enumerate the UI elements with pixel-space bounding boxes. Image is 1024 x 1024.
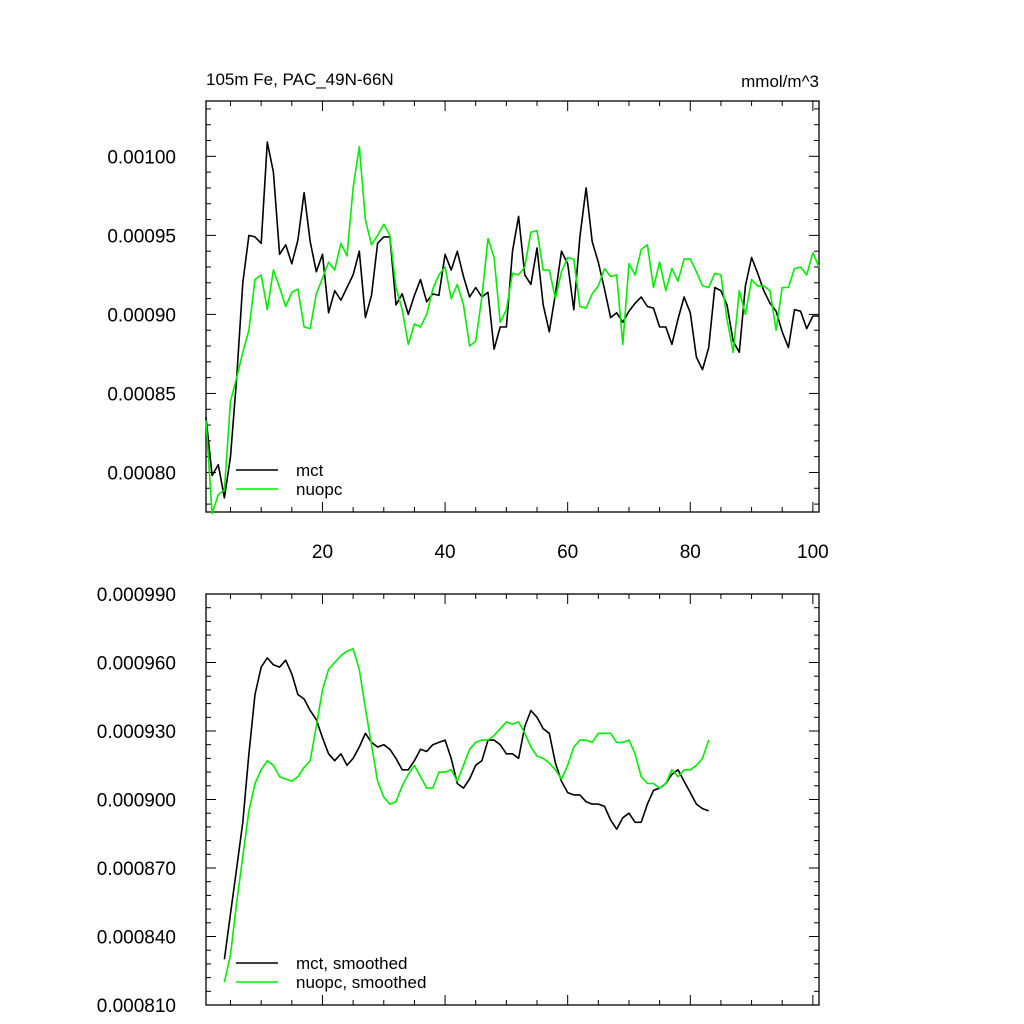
y-tick-label: 0.000810 [97,996,176,1017]
bottom-panel: 0.000810 0.000840 0.000870 0.000900 0.000930… [97,585,820,1017]
top-series-lines [205,141,820,515]
y-tick-label: 0.00085 [107,384,176,405]
top-plot-frame [205,100,820,513]
series-line-mct [205,141,819,499]
series-line-mct-smoothed [223,657,709,960]
x-tick-label: 20 [312,542,333,563]
series-line-nuopc [205,146,820,515]
y-tick-label: 0.000930 [97,722,176,743]
legend-label: mct, smoothed [296,954,408,973]
top-chart-title: 105m Fe, PAC_49N-66N [206,70,394,89]
y-tick-label: 0.000870 [97,859,176,880]
y-tick-label: 0.00080 [107,463,176,484]
bottom-axis-ticks: 0.000810 0.000840 0.000870 0.000900 0.000930… [97,585,819,1017]
bottom-series-lines [223,647,710,983]
y-tick-label: 0.000840 [97,928,176,949]
legend-label: nuopc, smoothed [296,973,426,992]
x-tick-label: 40 [434,542,455,563]
y-tick-label: 0.000990 [97,585,176,606]
y-tick-label: 0.00095 [107,226,176,247]
y-tick-label: 0.00100 [107,147,176,168]
top-panel: 105m Fe, PAC_49N-66N mmol/m^3 20 40 60 80 10… [107,70,828,563]
x-tick-label: 80 [680,542,701,563]
y-tick-label: 0.000960 [97,654,176,675]
bottom-plot-frame [205,593,820,1006]
legend-label: mct [296,461,324,480]
series-line-nuopc-smoothed [223,647,710,983]
top-chart-units: mmol/m^3 [741,72,819,91]
legend-label: nuopc [296,480,343,499]
y-tick-label: 0.000900 [97,791,176,812]
y-tick-label: 0.00090 [107,305,176,326]
x-tick-label: 100 [797,542,829,563]
x-tick-label: 60 [557,542,578,563]
top-axis-ticks: 20 40 60 80 100 0.00080 0.00085 0.00090 0.00095 0… [107,101,829,563]
